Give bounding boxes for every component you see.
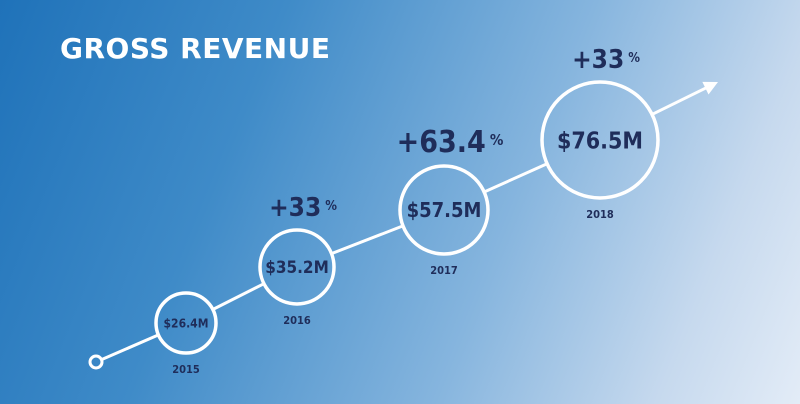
- trend-segment: [100, 333, 160, 362]
- trend-segment: [329, 224, 405, 256]
- value-label: $35.2M: [265, 258, 329, 278]
- trend-line-group: [88, 81, 718, 370]
- value-circle: [258, 228, 336, 306]
- growth-value: +63.4: [397, 125, 486, 160]
- growth-label: +33%: [269, 193, 337, 223]
- value-label: $76.5M: [557, 128, 643, 154]
- growth-value: +33: [572, 45, 624, 75]
- trend-segment: [482, 162, 549, 194]
- value-circle: [398, 164, 490, 256]
- growth-unit: %: [628, 51, 640, 66]
- arrow-head-icon: [702, 81, 718, 95]
- growth-unit: %: [490, 131, 504, 149]
- year-label: 2018: [586, 208, 614, 221]
- trend-segment: [211, 282, 266, 311]
- year-label: 2015: [172, 363, 200, 376]
- growth-label: +33%: [572, 45, 640, 75]
- value-label: $57.5M: [407, 198, 482, 222]
- growth-unit: %: [325, 199, 337, 214]
- growth-value: +33: [269, 193, 321, 223]
- year-label: 2017: [430, 264, 458, 277]
- year-label: 2016: [283, 314, 311, 327]
- growth-label: +63.4%: [397, 125, 504, 160]
- value-circle: [154, 291, 218, 355]
- value-circle: [540, 80, 660, 200]
- chart-title: GROSS REVENUE: [60, 32, 331, 65]
- start-marker: [88, 354, 104, 370]
- trend-segment: [650, 86, 707, 116]
- value-label: $26.4M: [164, 316, 209, 330]
